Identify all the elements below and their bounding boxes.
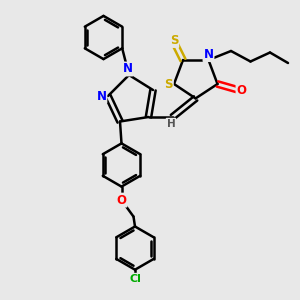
Text: S: S bbox=[164, 77, 173, 91]
Text: N: N bbox=[203, 48, 214, 61]
Text: N: N bbox=[122, 62, 133, 76]
Text: N: N bbox=[96, 89, 106, 103]
Text: S: S bbox=[170, 34, 178, 47]
Text: O: O bbox=[236, 83, 247, 97]
Text: Cl: Cl bbox=[129, 274, 141, 284]
Text: H: H bbox=[167, 118, 176, 129]
Text: O: O bbox=[116, 194, 127, 207]
